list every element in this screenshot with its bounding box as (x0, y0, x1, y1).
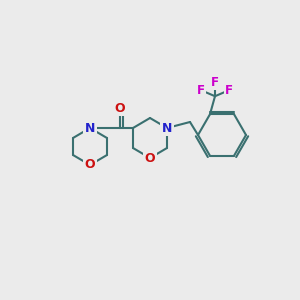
Text: F: F (211, 76, 219, 89)
Text: N: N (162, 122, 172, 134)
Text: F: F (197, 84, 205, 97)
Text: O: O (115, 101, 125, 115)
Text: F: F (225, 84, 233, 97)
Text: O: O (145, 152, 155, 164)
Text: N: N (85, 122, 95, 134)
Text: O: O (85, 158, 95, 172)
